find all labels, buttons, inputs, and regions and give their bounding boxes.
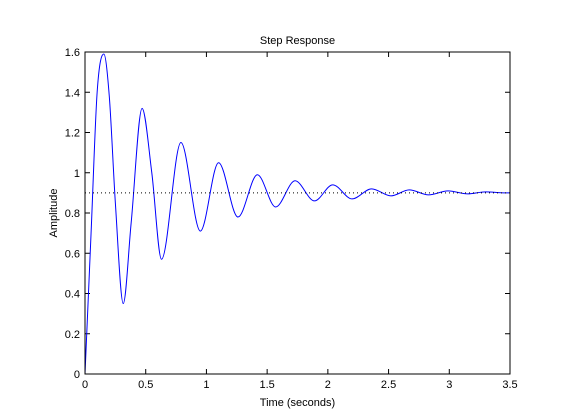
step-response-curve [84,53,510,375]
y-tick-label: 1 [74,168,80,180]
chart-title: Step Response [260,35,335,47]
series-layer [84,53,510,375]
plot-frame [84,51,511,375]
tick-labels: 0 0.5 1 1.5 2 2.5 3 3.5 0 0.2 0.4 0.6 0.8 1 1.2 1.4 1.6 [65,47,518,391]
x-tick-label: 0.5 [138,379,153,391]
x-tick-label: 3 [446,379,452,391]
y-tick-label: 1.6 [65,47,80,59]
plot-area [85,52,510,374]
x-axis-label: Time (seconds) [260,397,335,409]
y-tick-label: 1.2 [65,128,80,140]
y-tick-label: 0.4 [65,289,80,301]
x-tick-label: 1 [203,379,209,391]
x-tick-label: 1.5 [259,379,274,391]
x-tick-label: 2.5 [381,379,396,391]
y-tick-label: 1.4 [65,87,80,99]
y-tick-label: 0 [74,369,80,381]
y-tick-label: 0.8 [65,208,80,220]
x-tick-label: 3.5 [502,379,517,391]
y-axis-label: Amplitude [48,189,60,238]
x-tick-label: 2 [325,379,331,391]
y-tick-label: 0.6 [65,248,80,260]
y-tick-label: 0.2 [65,329,80,341]
x-tick-label: 0 [82,379,88,391]
